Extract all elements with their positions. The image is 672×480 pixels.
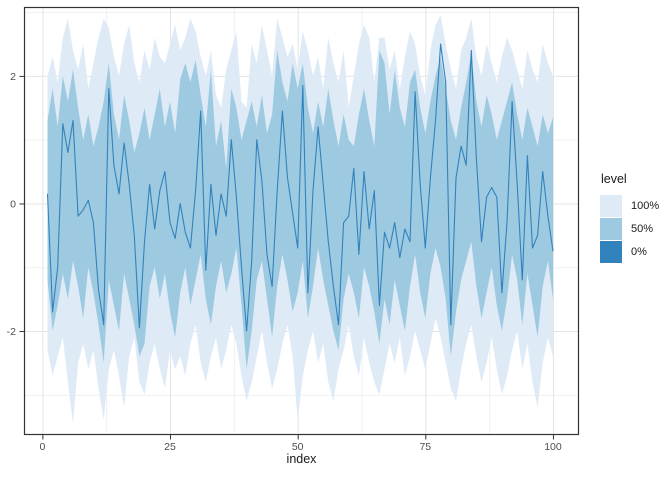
legend-items: 100% 50% 0% xyxy=(600,195,659,263)
y-tick-label: 2 xyxy=(10,71,16,83)
legend-item-label: 100% xyxy=(631,200,660,212)
x-tick-label: 25 xyxy=(164,441,176,453)
x-tick-label: 75 xyxy=(419,441,431,453)
x-tick-label: 50 xyxy=(292,441,304,453)
legend-swatch xyxy=(600,218,622,240)
y-tick-label: 0 xyxy=(10,198,16,210)
legend-swatch xyxy=(600,195,622,217)
y-tick-label: -2 xyxy=(7,326,16,338)
legend-item: 100% xyxy=(600,195,659,217)
legend-item-label: 0% xyxy=(631,246,647,258)
legend-item: 0% xyxy=(600,241,659,263)
legend-item-label: 50% xyxy=(631,223,654,235)
x-tick-label: 0 xyxy=(39,441,45,453)
ribbon-50 xyxy=(47,50,553,370)
x-axis-title: index xyxy=(286,452,317,466)
x-tick-label: 100 xyxy=(544,441,562,453)
legend-item: 50% xyxy=(600,218,659,240)
legend: level 100% 50% 0% xyxy=(600,172,659,264)
panel-border xyxy=(23,6,580,436)
legend-title: level xyxy=(601,172,627,186)
legend-swatch xyxy=(600,241,622,263)
median-line xyxy=(46,43,554,332)
